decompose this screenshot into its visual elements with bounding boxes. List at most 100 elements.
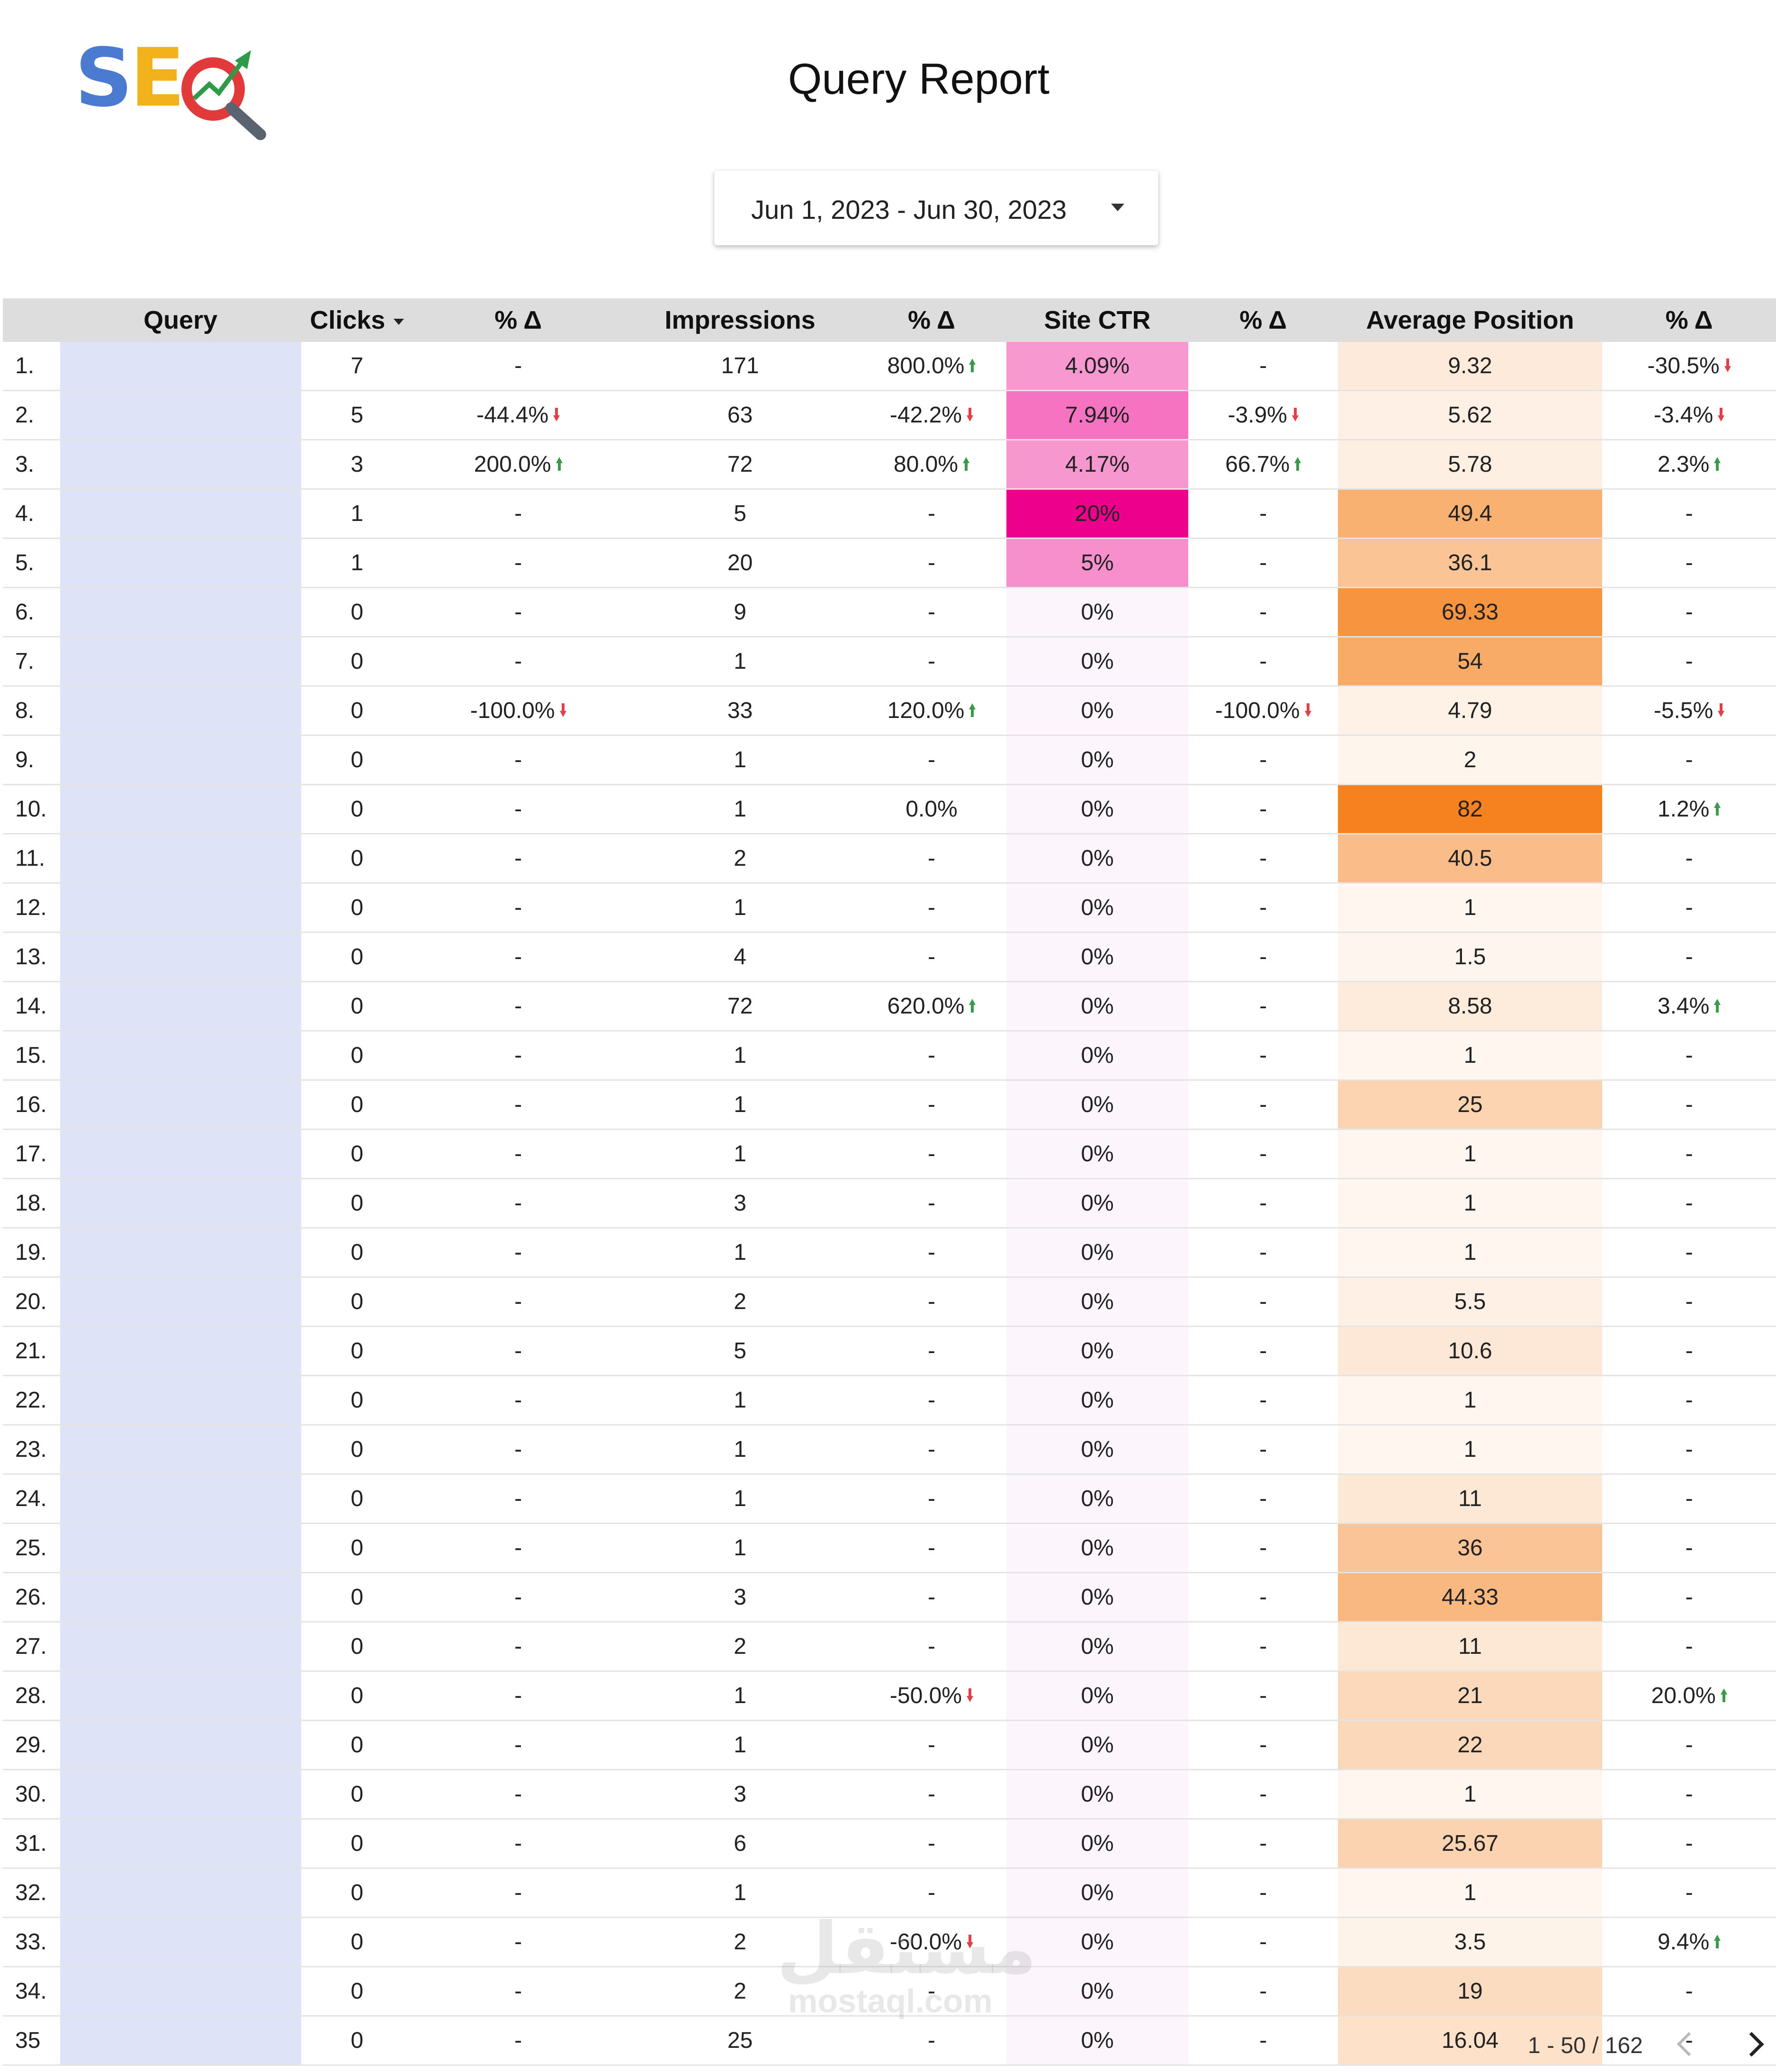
table-row[interactable]: 6. 0 - 9 - 0% - 69.33 - xyxy=(3,588,1776,637)
table-row[interactable]: 9. 0 - 1 - 0% - 2 - xyxy=(3,736,1776,785)
clicks-delta-cell: - xyxy=(413,539,623,587)
position-delta-cell: - xyxy=(1602,1475,1776,1523)
impressions-cell-value: 1 xyxy=(734,1535,746,1561)
clicks-cell: 3 xyxy=(301,440,413,488)
ctr-delta-cell: - xyxy=(1188,2017,1338,2064)
table-row[interactable]: 13. 0 - 4 - 0% - 1.5 - xyxy=(3,933,1776,982)
clicks-cell-value: 7 xyxy=(350,353,364,378)
clicks-delta-cell: -100.0% xyxy=(413,687,623,735)
header-average-position[interactable]: Average Position xyxy=(1366,306,1574,334)
clicks-delta-cell: - xyxy=(413,1081,623,1129)
clicks-delta-cell: - xyxy=(413,637,623,685)
table-row[interactable]: 4. 1 - 5 - 20% - 49.4 - xyxy=(3,490,1776,539)
table-row[interactable]: 34. 0 - 2 - 0% - 19 - xyxy=(3,1967,1776,2017)
table-row[interactable]: 32. 0 - 1 - 0% - 1 - xyxy=(3,1869,1776,1918)
clicks-delta-cell-value: - xyxy=(514,1388,522,1413)
header-site-ctr[interactable]: Site CTR xyxy=(1044,306,1151,334)
table-row[interactable]: 26. 0 - 3 - 0% - 44.33 - xyxy=(3,1573,1776,1623)
header-impressions[interactable]: Impressions xyxy=(664,306,816,334)
ctr-delta-cell: -100.0% xyxy=(1188,687,1338,735)
table-row[interactable]: 14. 0 - 72 620.0% 0% - 8.58 3.4% xyxy=(3,982,1776,1032)
table-row[interactable]: 11. 0 - 2 - 0% - 40.5 - xyxy=(3,834,1776,884)
impressions-cell: 5 xyxy=(623,1327,857,1375)
query-cell-redacted xyxy=(60,1770,301,1818)
table-row[interactable]: 27. 0 - 2 - 0% - 11 - xyxy=(3,1623,1776,1672)
clicks-delta-cell-value: - xyxy=(514,1831,522,1856)
table-row[interactable]: 3. 3 200.0% 72 80.0% 4.17% 66.7% 5.78 2.3% xyxy=(3,440,1776,490)
query-cell-redacted xyxy=(60,539,301,587)
impressions-delta-cell-value: - xyxy=(927,1240,935,1265)
site-ctr-cell: 0% xyxy=(1006,637,1189,685)
position-delta-cell-value: -30.5% xyxy=(1647,353,1720,378)
header-position-delta[interactable]: % Δ xyxy=(1665,306,1713,334)
impressions-cell: 1 xyxy=(623,1524,857,1572)
table-row[interactable]: 1. 7 - 171 800.0% 4.09% - 9.32 -30.5% xyxy=(3,342,1776,391)
site-ctr-cell: 5% xyxy=(1006,539,1189,587)
clicks-cell: 0 xyxy=(301,884,413,932)
clicks-cell: 0 xyxy=(301,1229,413,1276)
table-row[interactable]: 28. 0 - 1 -50.0% 0% - 21 20.0% xyxy=(3,1672,1776,1721)
query-cell-redacted xyxy=(60,1179,301,1227)
position-delta-cell: 9.4% xyxy=(1602,1918,1776,1966)
clicks-delta-cell: - xyxy=(413,1278,623,1326)
table-row[interactable]: 30. 0 - 3 - 0% - 1 - xyxy=(3,1770,1776,1820)
header-query[interactable]: Query xyxy=(144,306,218,334)
impressions-delta-cell-value: - xyxy=(927,944,935,969)
table-row[interactable]: 8. 0 -100.0% 33 120.0% 0% -100.0% 4.79 -5.5% xyxy=(3,687,1776,736)
table-row[interactable]: 7. 0 - 1 - 0% - 54 - xyxy=(3,637,1776,687)
impressions-cell: 9 xyxy=(623,588,857,636)
impressions-delta-cell-value: - xyxy=(927,1437,935,1462)
table-row[interactable]: 33. 0 - 2 -60.0% 0% - 3.5 9.4% xyxy=(3,1918,1776,1967)
table-row[interactable]: 12. 0 - 1 - 0% - 1 - xyxy=(3,884,1776,933)
table-row[interactable]: 25. 0 - 1 - 0% - 36 - xyxy=(3,1524,1776,1573)
table-row[interactable]: 2. 5 -44.4% 63 -42.2% 7.94% -3.9% 5.62 -3.4% xyxy=(3,391,1776,440)
clicks-cell-value: 0 xyxy=(350,1240,364,1265)
table-row[interactable]: 15. 0 - 1 - 0% - 1 - xyxy=(3,1032,1776,1081)
impressions-delta-cell-value: - xyxy=(927,1289,935,1314)
table-row[interactable]: 31. 0 - 6 - 0% - 25.67 - xyxy=(3,1820,1776,1869)
table-row[interactable]: 23. 0 - 1 - 0% - 1 - xyxy=(3,1426,1776,1475)
row-index-value: 32. xyxy=(15,1880,47,1905)
clicks-cell: 0 xyxy=(301,637,413,685)
date-range-picker[interactable]: Jun 1, 2023 - Jun 30, 2023 xyxy=(714,170,1158,245)
chevron-left-icon[interactable] xyxy=(1677,2032,1701,2056)
impressions-delta-cell: - xyxy=(857,1623,1006,1670)
site-ctr-cell: 20% xyxy=(1006,490,1189,538)
table-row[interactable]: 18. 0 - 3 - 0% - 1 - xyxy=(3,1179,1776,1229)
row-index: 17. xyxy=(3,1130,60,1178)
arrow-up-icon xyxy=(1720,1688,1727,1703)
clicks-delta-cell-value: - xyxy=(514,747,522,772)
header-clicks[interactable]: Clicks xyxy=(301,298,413,342)
table-row[interactable]: 29. 0 - 1 - 0% - 22 - xyxy=(3,1721,1776,1770)
clicks-delta-cell: - xyxy=(413,1623,623,1670)
header-ctr-delta[interactable]: % Δ xyxy=(1239,306,1287,334)
clicks-cell: 0 xyxy=(301,1278,413,1326)
header-clicks-delta[interactable]: % Δ xyxy=(494,306,542,334)
chevron-right-icon[interactable] xyxy=(1739,2032,1764,2057)
clicks-delta-cell: - xyxy=(413,1820,623,1867)
clicks-delta-cell-value: - xyxy=(514,1240,522,1265)
table-row[interactable]: 24. 0 - 1 - 0% - 11 - xyxy=(3,1475,1776,1524)
site-ctr-cell-value: 0% xyxy=(1081,895,1114,920)
table-row[interactable]: 19. 0 - 1 - 0% - 1 - xyxy=(3,1229,1776,1278)
seo-logo: SE xyxy=(75,33,274,142)
impressions-cell-value: 5 xyxy=(734,1338,746,1363)
clicks-cell: 0 xyxy=(301,736,413,784)
header-impressions-delta[interactable]: % Δ xyxy=(908,306,955,334)
table-row[interactable]: 5. 1 - 20 - 5% - 36.1 - xyxy=(3,539,1776,588)
table-row[interactable]: 21. 0 - 5 - 0% - 10.6 - xyxy=(3,1327,1776,1376)
magnifier-chart-icon xyxy=(181,50,266,140)
table-row[interactable]: 10. 0 - 1 0.0% 0% - 82 1.2% xyxy=(3,785,1776,834)
site-ctr-cell-value: 0% xyxy=(1081,1437,1114,1462)
table-row[interactable]: 20. 0 - 2 - 0% - 5.5 - xyxy=(3,1278,1776,1327)
table-row[interactable]: 17. 0 - 1 - 0% - 1 - xyxy=(3,1130,1776,1179)
impressions-cell: 1 xyxy=(623,1426,857,1473)
site-ctr-cell-value: 0% xyxy=(1081,1683,1114,1708)
table-row[interactable]: 16. 0 - 1 - 0% - 25 - xyxy=(3,1081,1776,1130)
ctr-delta-cell: - xyxy=(1188,539,1338,587)
impressions-cell: 1 xyxy=(623,785,857,833)
site-ctr-cell: 0% xyxy=(1006,687,1189,735)
average-position-cell-value: 1 xyxy=(1463,1782,1477,1807)
table-row[interactable]: 22. 0 - 1 - 0% - 1 - xyxy=(3,1376,1776,1426)
table-row[interactable]: 35 0 - 25 - 0% - 16.04 - xyxy=(3,2017,1776,2066)
